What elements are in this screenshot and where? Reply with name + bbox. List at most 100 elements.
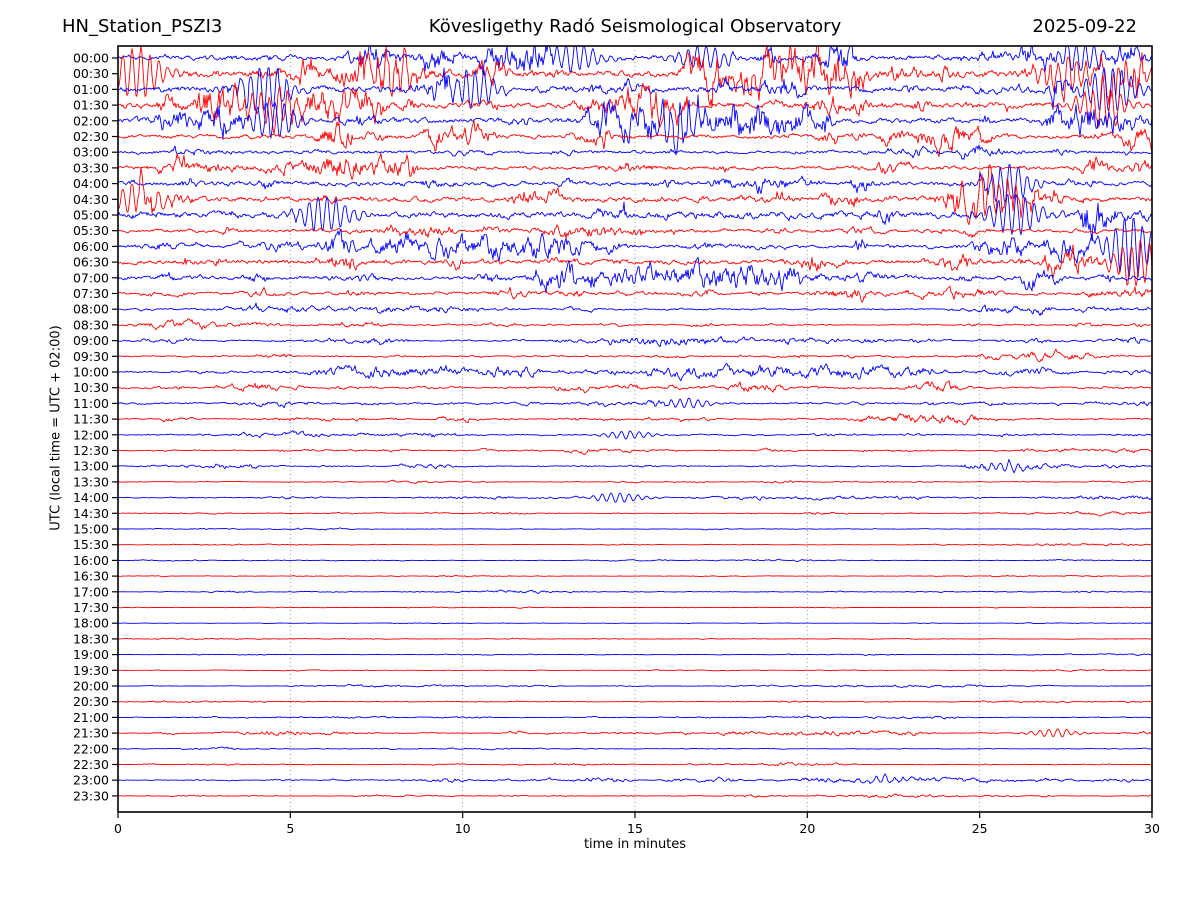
trace-row-2230	[118, 761, 1152, 767]
row-time-label: 05:30	[73, 223, 109, 238]
row-time-label: 00:30	[73, 66, 109, 81]
row-time-label: 05:00	[73, 208, 109, 223]
trace-row-0300	[118, 144, 1152, 160]
row-time-label: 10:00	[73, 365, 109, 380]
row-time-label: 16:00	[73, 553, 109, 568]
trace-row-1830	[118, 637, 1152, 641]
trace-row-0030	[118, 46, 1152, 108]
x-tick-label: 10	[455, 821, 471, 836]
row-time-label: 03:00	[73, 145, 109, 160]
trace-row-0930	[118, 348, 1152, 363]
row-time-label: 01:00	[73, 82, 109, 97]
trace-row-0530	[118, 224, 1152, 240]
row-time-label: 02:00	[73, 113, 109, 128]
trace-row-2130	[118, 728, 1152, 738]
row-time-label: 22:00	[73, 741, 109, 756]
trace-row-1000	[118, 363, 1152, 382]
row-time-label: 08:00	[73, 302, 109, 317]
x-tick-label: 5	[286, 821, 294, 836]
trace-row-0130	[118, 74, 1152, 135]
trace-row-0500	[118, 193, 1152, 241]
trace-row-1300	[118, 458, 1152, 474]
trace-row-1200	[118, 430, 1152, 440]
trace-row-2330	[118, 793, 1152, 799]
row-time-label: 16:30	[73, 569, 109, 584]
trace-row-1900	[118, 653, 1152, 657]
trace-row-1930	[118, 668, 1152, 672]
trace-row-1100	[118, 397, 1152, 409]
row-time-label: 23:30	[73, 788, 109, 803]
trace-group	[118, 46, 1152, 799]
row-time-label: 15:00	[73, 522, 109, 537]
row-time-label: 13:00	[73, 459, 109, 474]
row-time-label: 12:00	[73, 427, 109, 442]
trace-row-0830	[118, 318, 1152, 331]
trace-row-1530	[118, 543, 1152, 547]
row-time-label: 09:30	[73, 349, 109, 364]
x-tick-label: 15	[627, 821, 643, 836]
row-time-label: 19:30	[73, 663, 109, 678]
trace-row-0700	[118, 256, 1152, 294]
row-time-label: 14:00	[73, 490, 109, 505]
trace-row-1230	[118, 447, 1152, 456]
row-time-label: 18:30	[73, 631, 109, 646]
trace-row-1730	[118, 606, 1152, 609]
row-time-label: 04:30	[73, 192, 109, 207]
trace-row-2000	[118, 683, 1152, 688]
trace-row-2200	[118, 746, 1152, 751]
trace-row-1400	[118, 492, 1152, 503]
row-time-label: 13:30	[73, 474, 109, 489]
trace-row-1630	[118, 574, 1152, 578]
trace-row-0330	[118, 152, 1152, 181]
trace-row-0630	[118, 240, 1152, 287]
trace-row-2030	[118, 700, 1152, 704]
row-time-label: 18:00	[73, 616, 109, 631]
row-time-label: 15:30	[73, 537, 109, 552]
trace-row-0900	[118, 335, 1152, 348]
row-time-label: 20:30	[73, 694, 109, 709]
trace-row-0430	[118, 164, 1152, 226]
row-time-label: 07:30	[73, 286, 109, 301]
row-time-label: 06:00	[73, 239, 109, 254]
trace-row-1700	[118, 589, 1152, 594]
row-time-label: 06:30	[73, 255, 109, 270]
date-title: 2025-09-22	[1032, 16, 1137, 37]
row-time-label: 03:30	[73, 160, 109, 175]
x-tick-label: 20	[799, 821, 815, 836]
row-time-label: 04:00	[73, 176, 109, 191]
row-time-label: 12:30	[73, 443, 109, 458]
trace-row-0800	[118, 302, 1152, 317]
plot-frame	[117, 45, 1153, 813]
trace-row-1330	[118, 479, 1152, 485]
row-time-label: 21:00	[73, 710, 109, 725]
trace-row-2300	[118, 773, 1152, 784]
x-tick-label: 25	[972, 821, 988, 836]
x-axis-label: time in minutes	[583, 837, 687, 852]
row-time-label: 21:30	[73, 726, 109, 741]
row-time-label: 07:00	[73, 270, 109, 285]
row-time-label: 22:30	[73, 757, 109, 772]
trace-row-0600	[118, 217, 1152, 278]
trace-row-0100	[118, 67, 1152, 112]
row-time-label: 01:30	[73, 98, 109, 113]
trace-row-0200	[118, 94, 1152, 156]
y-axis-label: UTC (local time = UTC + 02:00)	[48, 325, 64, 531]
trace-row-1130	[118, 413, 1152, 426]
row-time-label: 11:00	[73, 396, 109, 411]
row-time-label: 09:00	[73, 333, 109, 348]
row-time-label: 19:00	[73, 647, 109, 662]
trace-row-1030	[118, 380, 1152, 394]
row-time-label: 17:30	[73, 600, 109, 615]
trace-row-0730	[118, 285, 1152, 303]
trace-row-0230	[118, 120, 1152, 158]
x-tick-label: 0	[114, 821, 122, 836]
trace-row-1500	[118, 527, 1152, 531]
trace-row-1800	[118, 622, 1152, 625]
row-time-label: 10:30	[73, 380, 109, 395]
row-time-label: 23:00	[73, 773, 109, 788]
trace-row-1430	[118, 510, 1152, 517]
trace-row-2100	[118, 715, 1152, 720]
trace-row-1600	[118, 558, 1152, 563]
